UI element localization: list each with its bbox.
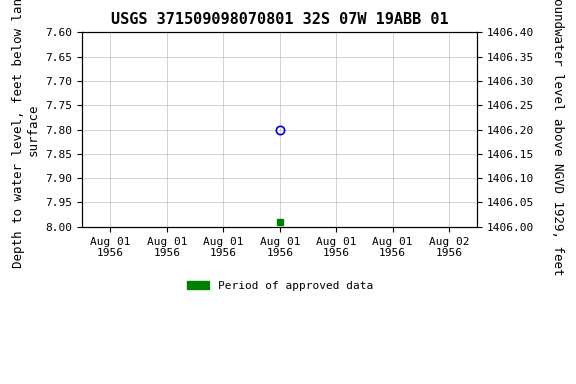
Title: USGS 371509098070801 32S 07W 19ABB 01: USGS 371509098070801 32S 07W 19ABB 01 (111, 12, 449, 27)
Y-axis label: Groundwater level above NGVD 1929, feet: Groundwater level above NGVD 1929, feet (551, 0, 564, 276)
Y-axis label: Depth to water level, feet below land
surface: Depth to water level, feet below land su… (12, 0, 40, 268)
Legend: Period of approved data: Period of approved data (182, 276, 377, 295)
